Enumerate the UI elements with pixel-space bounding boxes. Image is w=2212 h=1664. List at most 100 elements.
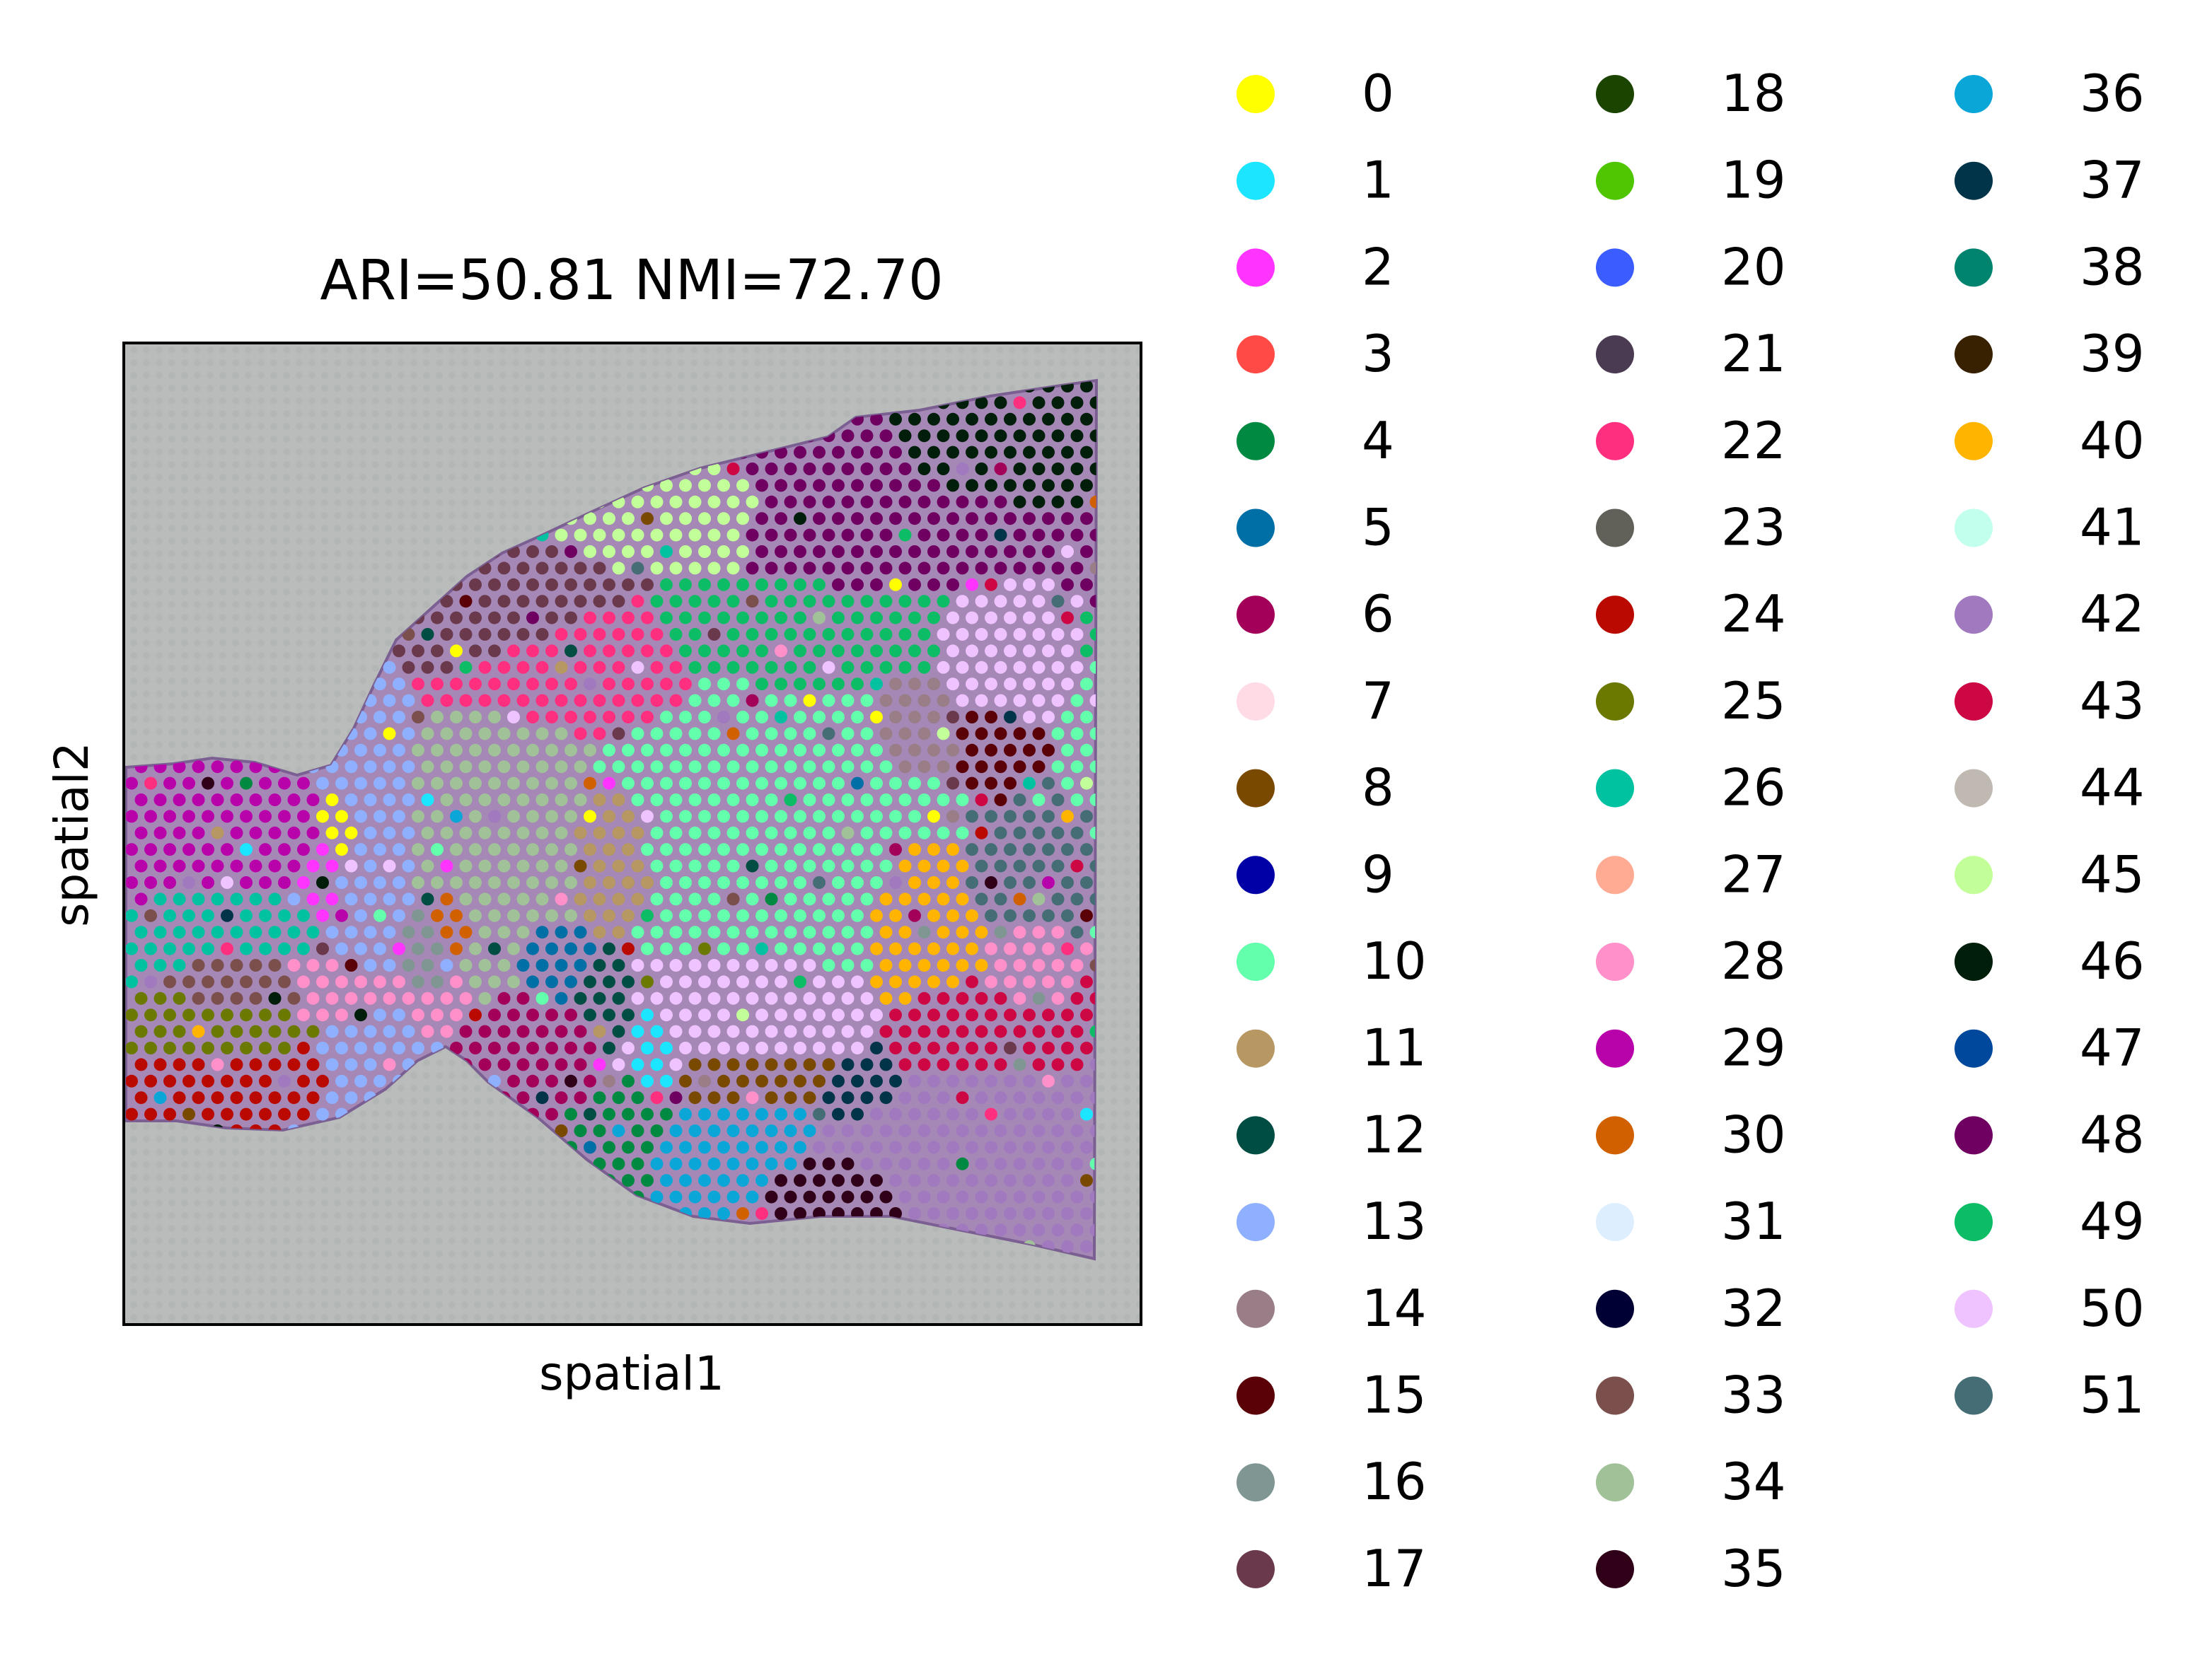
spot-cluster-10: [679, 876, 692, 889]
spot-cluster-13: [287, 892, 301, 906]
spot-cluster-42: [1061, 1207, 1074, 1220]
spot-cluster-40: [1061, 810, 1074, 823]
spot-cluster-45: [612, 528, 625, 542]
spot-cluster-15: [1013, 727, 1026, 740]
spot-cluster-43: [1061, 1008, 1074, 1022]
spot-cluster-13: [354, 843, 367, 856]
spot-cluster-22: [1061, 942, 1074, 955]
spot-cluster-10: [746, 727, 759, 740]
spot-cluster-37: [851, 1107, 864, 1121]
spot-cluster-22: [478, 661, 492, 674]
spot-cluster-16: [431, 942, 444, 955]
spot-cluster-25: [183, 1008, 195, 1022]
legend-marker-51: [1955, 1376, 1993, 1415]
spot-cluster-48: [1042, 512, 1055, 525]
spot-cluster-36: [746, 1190, 759, 1204]
spot-cluster-10: [803, 826, 816, 839]
spot-cluster-34: [459, 793, 473, 806]
spot-cluster-28: [316, 975, 329, 989]
spot-cluster-49: [459, 661, 473, 674]
spot-cluster-13: [344, 892, 358, 906]
legend-entry-34: 34: [1596, 1452, 1786, 1511]
spot-cluster-49: [1080, 611, 1093, 624]
spot-cluster-10: [832, 743, 845, 757]
spot-cluster-22: [526, 644, 539, 658]
spot-cluster-11: [584, 876, 596, 889]
spot-cluster-28: [985, 975, 997, 989]
spot-cluster-49: [898, 528, 912, 542]
spot-cluster-42: [927, 1207, 940, 1220]
spot-cluster-50: [822, 991, 835, 1005]
spot-cluster-36: [669, 1124, 683, 1137]
spot-cluster-42: [1061, 1240, 1074, 1253]
spot-cluster-10: [822, 859, 835, 873]
spot-cluster-22: [612, 628, 625, 641]
legend-label-42: 42: [2080, 584, 2145, 644]
spot-cluster-10: [726, 859, 740, 873]
spot-cluster-17: [526, 545, 539, 558]
spot-cluster-11: [612, 892, 625, 906]
spot-cluster-26: [268, 892, 282, 906]
spot-cluster-46: [316, 876, 329, 889]
spot-cluster-10: [535, 991, 549, 1005]
spot-cluster-14: [927, 743, 940, 757]
spot-cluster-13: [402, 694, 415, 707]
spot-cluster-42: [1080, 1207, 1093, 1220]
spot-cluster-42: [1051, 1157, 1065, 1170]
spot-cluster-17: [584, 578, 596, 591]
spot-cluster-1: [1080, 1107, 1093, 1121]
spot-cluster-8: [688, 1058, 702, 1071]
spot-cluster-46: [1080, 412, 1093, 426]
spot-cluster-28: [1013, 926, 1026, 939]
spot-cluster-50: [688, 1025, 702, 1038]
spot-cluster-10: [669, 859, 683, 873]
spot-cluster-45: [698, 545, 711, 558]
spot-cluster-42: [1013, 1091, 1026, 1105]
spot-cluster-10: [765, 826, 778, 839]
spot-cluster-13: [393, 909, 405, 922]
spot-cluster-17: [440, 628, 453, 641]
spot-cluster-17: [488, 644, 501, 658]
spot-cluster-50: [755, 975, 768, 989]
spot-cluster-17: [488, 611, 501, 624]
spot-cluster-46: [1013, 462, 1026, 475]
spot-cluster-50: [1042, 578, 1055, 591]
spot-cluster-25: [202, 1042, 214, 1054]
spot-cluster-46: [908, 446, 921, 459]
spot-cluster-50: [813, 975, 826, 989]
spot-cluster-8: [688, 1091, 702, 1105]
spot-cluster-45: [746, 495, 759, 508]
spot-cluster-50: [1042, 677, 1055, 691]
spot-cluster-42: [488, 810, 501, 823]
spot-cluster-48: [898, 495, 912, 508]
spot-cluster-10: [898, 793, 912, 806]
spot-cluster-48: [870, 412, 883, 426]
spot-cluster-43: [975, 793, 988, 806]
spot-cluster-26: [287, 926, 301, 939]
spot-cluster-45: [726, 528, 740, 542]
spot-cluster-10: [698, 677, 711, 691]
spot-cluster-28: [306, 959, 320, 972]
spot-cluster-43: [1032, 1058, 1046, 1071]
spot-cluster-34: [412, 876, 424, 889]
spot-cluster-48: [794, 446, 806, 459]
spot-cluster-48: [784, 528, 797, 542]
legend-entry-8: 8: [1237, 758, 1394, 818]
spot-cluster-10: [755, 711, 768, 723]
spot-cluster-49: [822, 595, 835, 608]
spot-cluster-36: [679, 1174, 692, 1187]
spot-cluster-13: [354, 810, 367, 823]
spot-cluster-2: [306, 892, 320, 906]
spot-cluster-50: [775, 1008, 787, 1022]
spot-cluster-36: [698, 1141, 711, 1154]
legend-marker-0: [1237, 75, 1275, 113]
spot-cluster-34: [469, 876, 482, 889]
spot-cluster-43: [1080, 1008, 1093, 1022]
spot-cluster-17: [516, 595, 530, 608]
spot-cluster-43: [917, 1025, 931, 1038]
spot-cluster-42: [1004, 1141, 1017, 1154]
spot-cluster-17: [497, 562, 511, 575]
spot-cluster-34: [478, 926, 492, 939]
legend-entry-39: 39: [1955, 324, 2145, 383]
spot-cluster-45: [707, 562, 721, 575]
